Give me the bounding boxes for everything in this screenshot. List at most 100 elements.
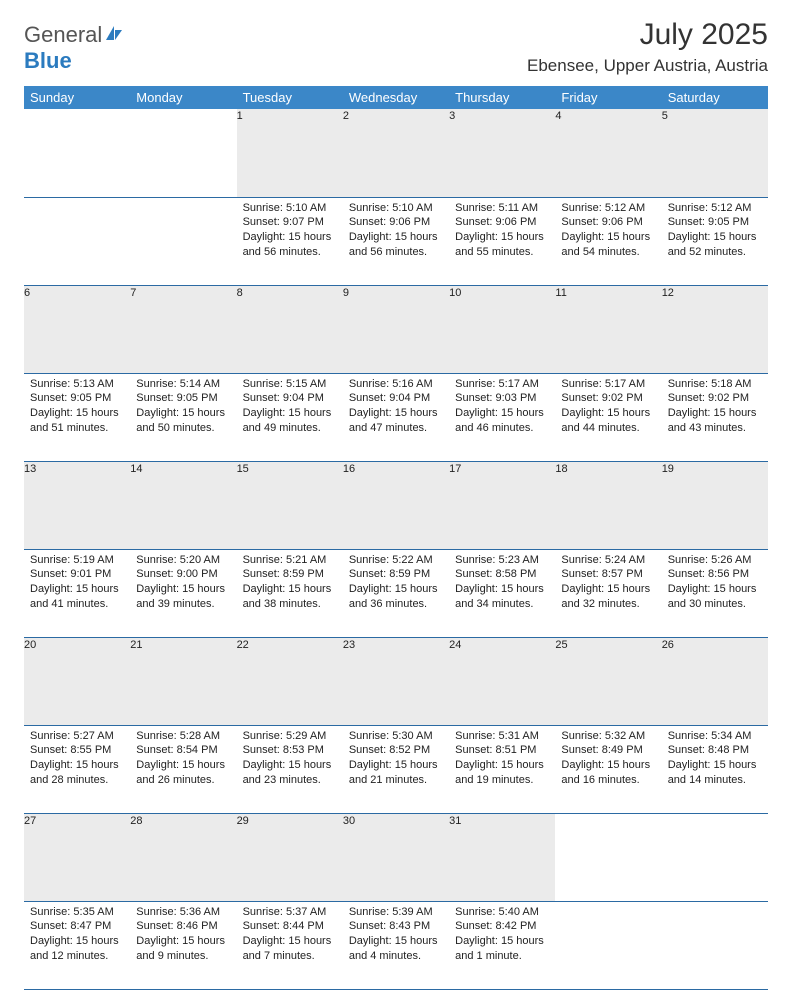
sunrise-text: Sunrise: 5:10 AM <box>349 201 443 216</box>
sunrise-text: Sunrise: 5:15 AM <box>243 377 337 392</box>
day-number-cell: 14 <box>130 461 236 549</box>
sunrise-text: Sunrise: 5:36 AM <box>136 905 230 920</box>
day-details: Sunrise: 5:18 AMSunset: 9:02 PMDaylight:… <box>662 374 768 442</box>
day-number-row: 6789101112 <box>24 285 768 373</box>
sunrise-text: Sunrise: 5:39 AM <box>349 905 443 920</box>
sunset-text: Sunset: 8:52 PM <box>349 743 443 758</box>
day-number-cell: 18 <box>555 461 661 549</box>
daylight-text: Daylight: 15 hours and 46 minutes. <box>455 406 549 436</box>
day-cell: Sunrise: 5:10 AMSunset: 9:07 PMDaylight:… <box>237 197 343 285</box>
day-details: Sunrise: 5:21 AMSunset: 8:59 PMDaylight:… <box>237 550 343 618</box>
sunset-text: Sunset: 9:06 PM <box>561 215 655 230</box>
day-number-cell: 7 <box>130 285 236 373</box>
day-number-cell: 30 <box>343 813 449 901</box>
sunrise-text: Sunrise: 5:12 AM <box>668 201 762 216</box>
day-number-cell: 22 <box>237 637 343 725</box>
sunrise-text: Sunrise: 5:37 AM <box>243 905 337 920</box>
day-details: Sunrise: 5:31 AMSunset: 8:51 PMDaylight:… <box>449 726 555 794</box>
day-details: Sunrise: 5:12 AMSunset: 9:05 PMDaylight:… <box>662 198 768 266</box>
day-cell: Sunrise: 5:40 AMSunset: 8:42 PMDaylight:… <box>449 901 555 989</box>
day-number-cell: 15 <box>237 461 343 549</box>
title-block: July 2025 Ebensee, Upper Austria, Austri… <box>527 18 768 76</box>
day-cell: Sunrise: 5:16 AMSunset: 9:04 PMDaylight:… <box>343 373 449 461</box>
daylight-text: Daylight: 15 hours and 23 minutes. <box>243 758 337 788</box>
day-cell: Sunrise: 5:26 AMSunset: 8:56 PMDaylight:… <box>662 549 768 637</box>
day-cell: Sunrise: 5:19 AMSunset: 9:01 PMDaylight:… <box>24 549 130 637</box>
sunset-text: Sunset: 8:58 PM <box>455 567 549 582</box>
day-number-cell: 27 <box>24 813 130 901</box>
day-cell: Sunrise: 5:39 AMSunset: 8:43 PMDaylight:… <box>343 901 449 989</box>
sunset-text: Sunset: 9:05 PM <box>136 391 230 406</box>
day-details: Sunrise: 5:35 AMSunset: 8:47 PMDaylight:… <box>24 902 130 970</box>
daylight-text: Daylight: 15 hours and 14 minutes. <box>668 758 762 788</box>
day-number-cell: 25 <box>555 637 661 725</box>
sunrise-text: Sunrise: 5:16 AM <box>349 377 443 392</box>
sunset-text: Sunset: 9:02 PM <box>668 391 762 406</box>
page-header: General Blue July 2025 Ebensee, Upper Au… <box>24 18 768 76</box>
day-number-cell: 10 <box>449 285 555 373</box>
day-number-cell: 29 <box>237 813 343 901</box>
day-cell: Sunrise: 5:18 AMSunset: 9:02 PMDaylight:… <box>662 373 768 461</box>
sunset-text: Sunset: 8:43 PM <box>349 919 443 934</box>
sunset-text: Sunset: 8:54 PM <box>136 743 230 758</box>
daylight-text: Daylight: 15 hours and 28 minutes. <box>30 758 124 788</box>
sunset-text: Sunset: 9:05 PM <box>30 391 124 406</box>
day-cell: Sunrise: 5:30 AMSunset: 8:52 PMDaylight:… <box>343 725 449 813</box>
day-number-cell: 3 <box>449 109 555 197</box>
weekday-header: Tuesday <box>237 86 343 109</box>
day-number-cell: 5 <box>662 109 768 197</box>
sunrise-text: Sunrise: 5:19 AM <box>30 553 124 568</box>
day-cell: Sunrise: 5:15 AMSunset: 9:04 PMDaylight:… <box>237 373 343 461</box>
day-cell: Sunrise: 5:32 AMSunset: 8:49 PMDaylight:… <box>555 725 661 813</box>
daylight-text: Daylight: 15 hours and 19 minutes. <box>455 758 549 788</box>
day-details: Sunrise: 5:32 AMSunset: 8:49 PMDaylight:… <box>555 726 661 794</box>
weekday-header: Thursday <box>449 86 555 109</box>
day-cell: Sunrise: 5:34 AMSunset: 8:48 PMDaylight:… <box>662 725 768 813</box>
day-number-cell: 13 <box>24 461 130 549</box>
day-number-cell: 17 <box>449 461 555 549</box>
day-details: Sunrise: 5:15 AMSunset: 9:04 PMDaylight:… <box>237 374 343 442</box>
location-text: Ebensee, Upper Austria, Austria <box>527 56 768 76</box>
day-cell <box>662 901 768 989</box>
sunrise-text: Sunrise: 5:13 AM <box>30 377 124 392</box>
day-number-cell <box>130 109 236 197</box>
day-cell: Sunrise: 5:27 AMSunset: 8:55 PMDaylight:… <box>24 725 130 813</box>
day-number-cell: 9 <box>343 285 449 373</box>
sunrise-text: Sunrise: 5:28 AM <box>136 729 230 744</box>
day-details: Sunrise: 5:13 AMSunset: 9:05 PMDaylight:… <box>24 374 130 442</box>
sunrise-text: Sunrise: 5:29 AM <box>243 729 337 744</box>
daylight-text: Daylight: 15 hours and 4 minutes. <box>349 934 443 964</box>
day-details: Sunrise: 5:23 AMSunset: 8:58 PMDaylight:… <box>449 550 555 618</box>
day-cell: Sunrise: 5:22 AMSunset: 8:59 PMDaylight:… <box>343 549 449 637</box>
daylight-text: Daylight: 15 hours and 30 minutes. <box>668 582 762 612</box>
daylight-text: Daylight: 15 hours and 36 minutes. <box>349 582 443 612</box>
day-number-cell: 1 <box>237 109 343 197</box>
sunset-text: Sunset: 9:04 PM <box>349 391 443 406</box>
day-cell <box>130 197 236 285</box>
sunset-text: Sunset: 8:59 PM <box>349 567 443 582</box>
sunset-text: Sunset: 9:06 PM <box>455 215 549 230</box>
sunset-text: Sunset: 9:01 PM <box>30 567 124 582</box>
daylight-text: Daylight: 15 hours and 49 minutes. <box>243 406 337 436</box>
day-cell: Sunrise: 5:13 AMSunset: 9:05 PMDaylight:… <box>24 373 130 461</box>
day-details: Sunrise: 5:36 AMSunset: 8:46 PMDaylight:… <box>130 902 236 970</box>
daylight-text: Daylight: 15 hours and 56 minutes. <box>243 230 337 260</box>
sunrise-text: Sunrise: 5:17 AM <box>455 377 549 392</box>
sunrise-text: Sunrise: 5:23 AM <box>455 553 549 568</box>
sunrise-text: Sunrise: 5:40 AM <box>455 905 549 920</box>
day-number-row: 2728293031 <box>24 813 768 901</box>
month-title: July 2025 <box>527 18 768 52</box>
day-number-cell: 28 <box>130 813 236 901</box>
sunset-text: Sunset: 8:44 PM <box>243 919 337 934</box>
sunrise-text: Sunrise: 5:30 AM <box>349 729 443 744</box>
day-details: Sunrise: 5:40 AMSunset: 8:42 PMDaylight:… <box>449 902 555 970</box>
day-number-cell <box>662 813 768 901</box>
daylight-text: Daylight: 15 hours and 16 minutes. <box>561 758 655 788</box>
sunrise-text: Sunrise: 5:20 AM <box>136 553 230 568</box>
sunrise-text: Sunrise: 5:35 AM <box>30 905 124 920</box>
sunset-text: Sunset: 8:47 PM <box>30 919 124 934</box>
sunrise-text: Sunrise: 5:22 AM <box>349 553 443 568</box>
day-details: Sunrise: 5:28 AMSunset: 8:54 PMDaylight:… <box>130 726 236 794</box>
day-details: Sunrise: 5:26 AMSunset: 8:56 PMDaylight:… <box>662 550 768 618</box>
day-details: Sunrise: 5:20 AMSunset: 9:00 PMDaylight:… <box>130 550 236 618</box>
